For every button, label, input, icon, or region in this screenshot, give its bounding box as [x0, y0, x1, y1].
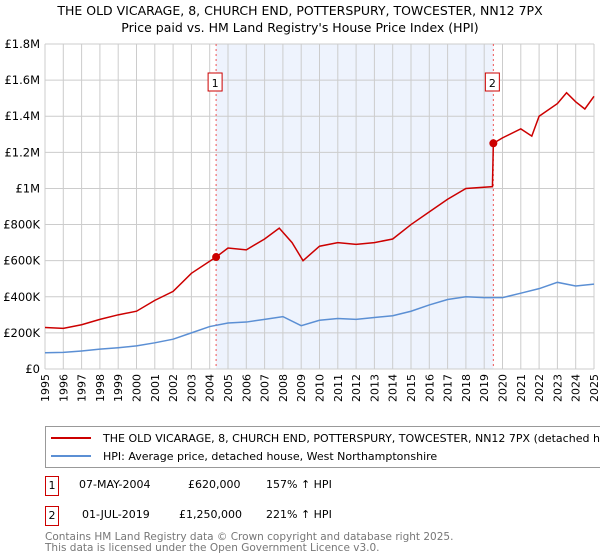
- hpi-line: [44, 281, 595, 354]
- transaction-hpi: 157% ↑ HPI: [266, 478, 332, 491]
- x-tick-label: 2009: [295, 374, 308, 402]
- transaction-price: £1,250,000: [179, 508, 242, 521]
- y-tick-label: £1.6M: [4, 73, 40, 87]
- x-tick-label: 2024: [570, 374, 583, 402]
- y-tick-label: £0: [25, 362, 40, 376]
- legend-blue-label: HPI: Average price, detached house, West…: [103, 449, 438, 463]
- y-tick-label: £800K: [3, 218, 40, 232]
- x-tick-label: 2013: [368, 374, 381, 402]
- legend-red-swatch: [51, 437, 91, 439]
- x-tick-label: 2021: [515, 374, 528, 402]
- legend: THE OLD VICARAGE, 8, CHURCH END, POTTERS…: [45, 426, 600, 468]
- y-tick-label: £1.2M: [4, 145, 40, 159]
- y-tick-label: £200K: [3, 326, 40, 340]
- x-tick-label: 2011: [332, 374, 345, 402]
- x-tick-label: 2012: [350, 374, 363, 402]
- marker-label: 2: [489, 77, 496, 90]
- legend-blue-swatch: [51, 455, 91, 457]
- x-tick-label: 1997: [76, 374, 89, 402]
- y-tick-label: £600K: [3, 254, 40, 268]
- y-tick-label: £1M: [15, 181, 40, 195]
- y-tick-label: £1.8M: [4, 37, 40, 51]
- x-tick-label: 1995: [39, 374, 52, 402]
- x-tick-label: 2020: [497, 374, 510, 402]
- x-tick-label: 2025: [588, 374, 600, 402]
- x-tick-label: 2004: [204, 374, 217, 402]
- transaction-date: 01-JUL-2019: [82, 508, 150, 521]
- x-tick-label: 2007: [259, 374, 272, 402]
- legend-red-label: THE OLD VICARAGE, 8, CHURCH END, POTTERS…: [103, 431, 600, 445]
- x-tick-label: 2000: [131, 374, 144, 402]
- x-tick-label: 1998: [94, 374, 107, 402]
- x-tick-label: 2017: [442, 374, 455, 402]
- x-tick-label: 2010: [314, 374, 327, 402]
- property-price-line: [44, 91, 595, 330]
- footer-licence: This data is licensed under the Open Gov…: [45, 542, 380, 554]
- x-tick-label: 2005: [222, 374, 235, 402]
- marker-label: 1: [212, 77, 219, 90]
- y-tick-label: £400K: [3, 290, 40, 304]
- x-tick-label: 2022: [533, 374, 546, 402]
- x-tick-label: 2006: [240, 374, 253, 402]
- transaction-price: £620,000: [188, 478, 241, 491]
- marker-box: [484, 72, 500, 92]
- chart-subtitle: Price paid vs. HM Land Registry's House …: [121, 20, 479, 35]
- transaction-date: 07-MAY-2004: [79, 478, 151, 491]
- sale-point: [212, 253, 221, 262]
- x-tick-label: 1996: [57, 374, 70, 402]
- x-tick-label: 2016: [423, 374, 436, 402]
- marker-box: [207, 72, 223, 92]
- y-tick-label: £1.4M: [4, 109, 40, 123]
- x-tick-label: 2003: [185, 374, 198, 402]
- x-tick-label: 2023: [551, 374, 564, 402]
- marker-badge: 1: [45, 476, 59, 496]
- x-tick-label: 2008: [277, 374, 290, 402]
- sale-point: [489, 139, 498, 148]
- x-tick-label: 2019: [478, 374, 491, 402]
- marker-badge: 2: [45, 506, 59, 526]
- x-tick-label: 2014: [387, 374, 400, 402]
- footer-copyright: Contains HM Land Registry data © Crown c…: [45, 531, 454, 543]
- x-tick-label: 1999: [112, 374, 125, 402]
- price-chart: 1995 1996 1997 1998 1999 2000 2001 2002 2003 2004…: [3, 37, 600, 402]
- chart-title: THE OLD VICARAGE, 8, CHURCH END, POTTERS…: [57, 3, 543, 18]
- transaction-hpi: 221% ↑ HPI: [266, 508, 332, 521]
- x-tick-label: 2018: [460, 374, 473, 402]
- x-tick-label: 2001: [149, 374, 162, 402]
- x-tick-label: 2002: [167, 374, 180, 402]
- x-tick-label: 2015: [405, 374, 418, 402]
- footer: Contains HM Land Registry data © Crown c…: [45, 532, 453, 554]
